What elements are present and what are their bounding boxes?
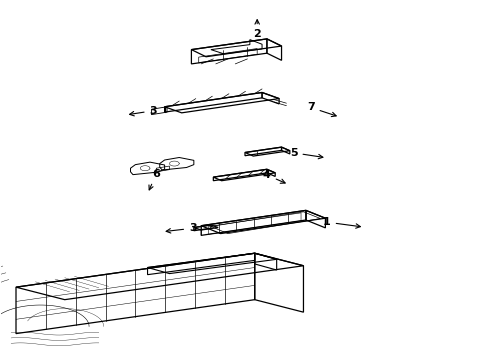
Text: 3: 3 (129, 106, 157, 116)
Text: 1: 1 (323, 217, 360, 228)
Text: 2: 2 (253, 20, 261, 39)
Text: 5: 5 (290, 148, 323, 159)
Text: 6: 6 (149, 169, 160, 190)
Text: 4: 4 (263, 170, 285, 183)
Text: 3: 3 (166, 223, 196, 233)
Text: 7: 7 (307, 103, 336, 117)
